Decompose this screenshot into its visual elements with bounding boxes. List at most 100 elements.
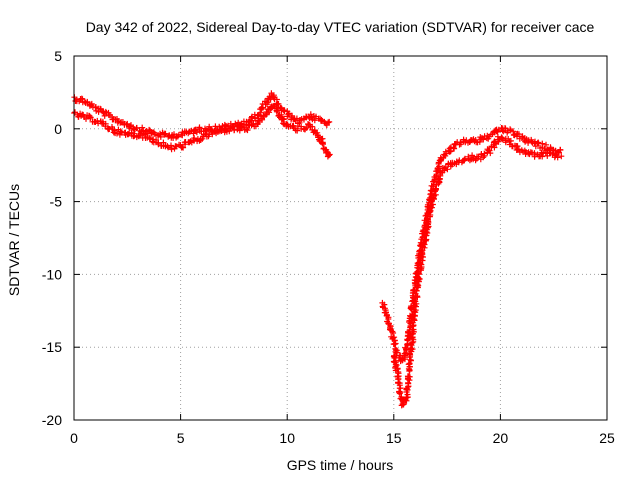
data-point xyxy=(412,290,419,297)
data-point xyxy=(543,141,549,148)
data-point xyxy=(227,125,234,132)
data-point xyxy=(515,146,522,153)
data-point xyxy=(413,287,420,294)
data-point xyxy=(191,135,198,142)
data-point xyxy=(226,128,233,135)
data-point xyxy=(114,130,120,137)
data-point xyxy=(396,390,403,397)
data-point xyxy=(151,130,158,137)
data-point xyxy=(486,147,493,154)
data-point xyxy=(450,144,457,151)
data-point xyxy=(125,131,132,138)
data-point xyxy=(139,124,146,131)
data-point xyxy=(324,148,330,155)
data-point xyxy=(507,137,514,144)
data-point xyxy=(110,129,117,136)
y-tick-label: -5 xyxy=(50,194,63,210)
data-point xyxy=(303,124,310,131)
x-tick-label: 10 xyxy=(279,430,295,446)
data-point xyxy=(558,153,565,160)
data-point xyxy=(238,125,245,131)
y-tick-labels: -20 -15 -10 -5 0 5 xyxy=(42,48,62,428)
data-point xyxy=(128,122,134,129)
data-point xyxy=(480,136,487,143)
data-point xyxy=(133,124,140,131)
data-point xyxy=(259,116,266,123)
data-point xyxy=(102,108,109,115)
data-point xyxy=(180,144,187,151)
data-point xyxy=(444,166,451,173)
data-point xyxy=(394,349,400,356)
data-points xyxy=(71,90,565,409)
data-point xyxy=(409,346,416,353)
data-point xyxy=(131,130,138,137)
y-tick-label: -20 xyxy=(42,412,62,428)
x-tick-label: 20 xyxy=(493,430,509,446)
data-point xyxy=(326,152,332,159)
data-point xyxy=(391,352,398,359)
y-tick-label: 0 xyxy=(54,121,62,137)
data-point xyxy=(403,394,410,401)
data-point xyxy=(140,130,147,137)
series xyxy=(71,90,333,141)
x-axis-label: GPS time / hours xyxy=(287,457,394,473)
grid-lines xyxy=(74,56,607,420)
data-point xyxy=(87,114,94,121)
data-point xyxy=(432,185,439,192)
data-point xyxy=(417,267,424,273)
data-point xyxy=(415,271,422,278)
data-point xyxy=(294,127,301,134)
data-point xyxy=(117,119,124,126)
data-point xyxy=(206,123,213,130)
data-point xyxy=(243,126,250,133)
x-tick-label: 15 xyxy=(386,430,402,446)
x-tick-label: 25 xyxy=(599,430,615,446)
data-point xyxy=(244,127,251,134)
data-point xyxy=(429,201,436,208)
data-point xyxy=(273,107,280,114)
data-point xyxy=(555,149,562,156)
y-tick-label: -10 xyxy=(42,266,62,282)
y-tick-label: -15 xyxy=(42,339,62,355)
data-point xyxy=(162,130,169,137)
data-point xyxy=(539,153,546,160)
data-point xyxy=(319,140,326,146)
x-tick-label: 0 xyxy=(70,430,78,446)
series xyxy=(390,133,565,409)
data-point xyxy=(554,154,561,161)
axis-ticks xyxy=(73,55,608,421)
y-axis-label: SDTVAR / TECUs xyxy=(6,184,22,296)
x-tick-label: 5 xyxy=(177,430,185,446)
y-tick-label: 5 xyxy=(54,48,62,64)
data-point xyxy=(83,115,89,122)
data-point xyxy=(404,373,411,380)
chart-title: Day 342 of 2022, Sidereal Day-to-day VTE… xyxy=(86,19,595,35)
data-point xyxy=(117,128,124,135)
data-point xyxy=(281,107,288,114)
data-point xyxy=(410,316,417,323)
data-point xyxy=(285,111,292,118)
data-point xyxy=(128,129,135,136)
data-point xyxy=(403,345,410,352)
data-point xyxy=(147,134,153,141)
data-point xyxy=(502,139,509,146)
data-point xyxy=(391,340,398,347)
data-point xyxy=(311,117,318,124)
data-point xyxy=(314,129,321,136)
data-point xyxy=(286,110,292,117)
data-point xyxy=(326,118,333,125)
data-point xyxy=(510,128,517,135)
data-point xyxy=(157,133,164,140)
plot-frame xyxy=(73,55,608,421)
series xyxy=(379,125,564,365)
x-tick-labels: 0 5 10 15 20 25 xyxy=(70,430,615,446)
data-point xyxy=(544,152,551,159)
data-point xyxy=(394,366,401,373)
data-point xyxy=(193,129,200,136)
data-point xyxy=(289,112,296,119)
data-point xyxy=(418,261,425,268)
data-point xyxy=(481,152,488,159)
series xyxy=(71,103,333,160)
data-point xyxy=(217,126,224,133)
